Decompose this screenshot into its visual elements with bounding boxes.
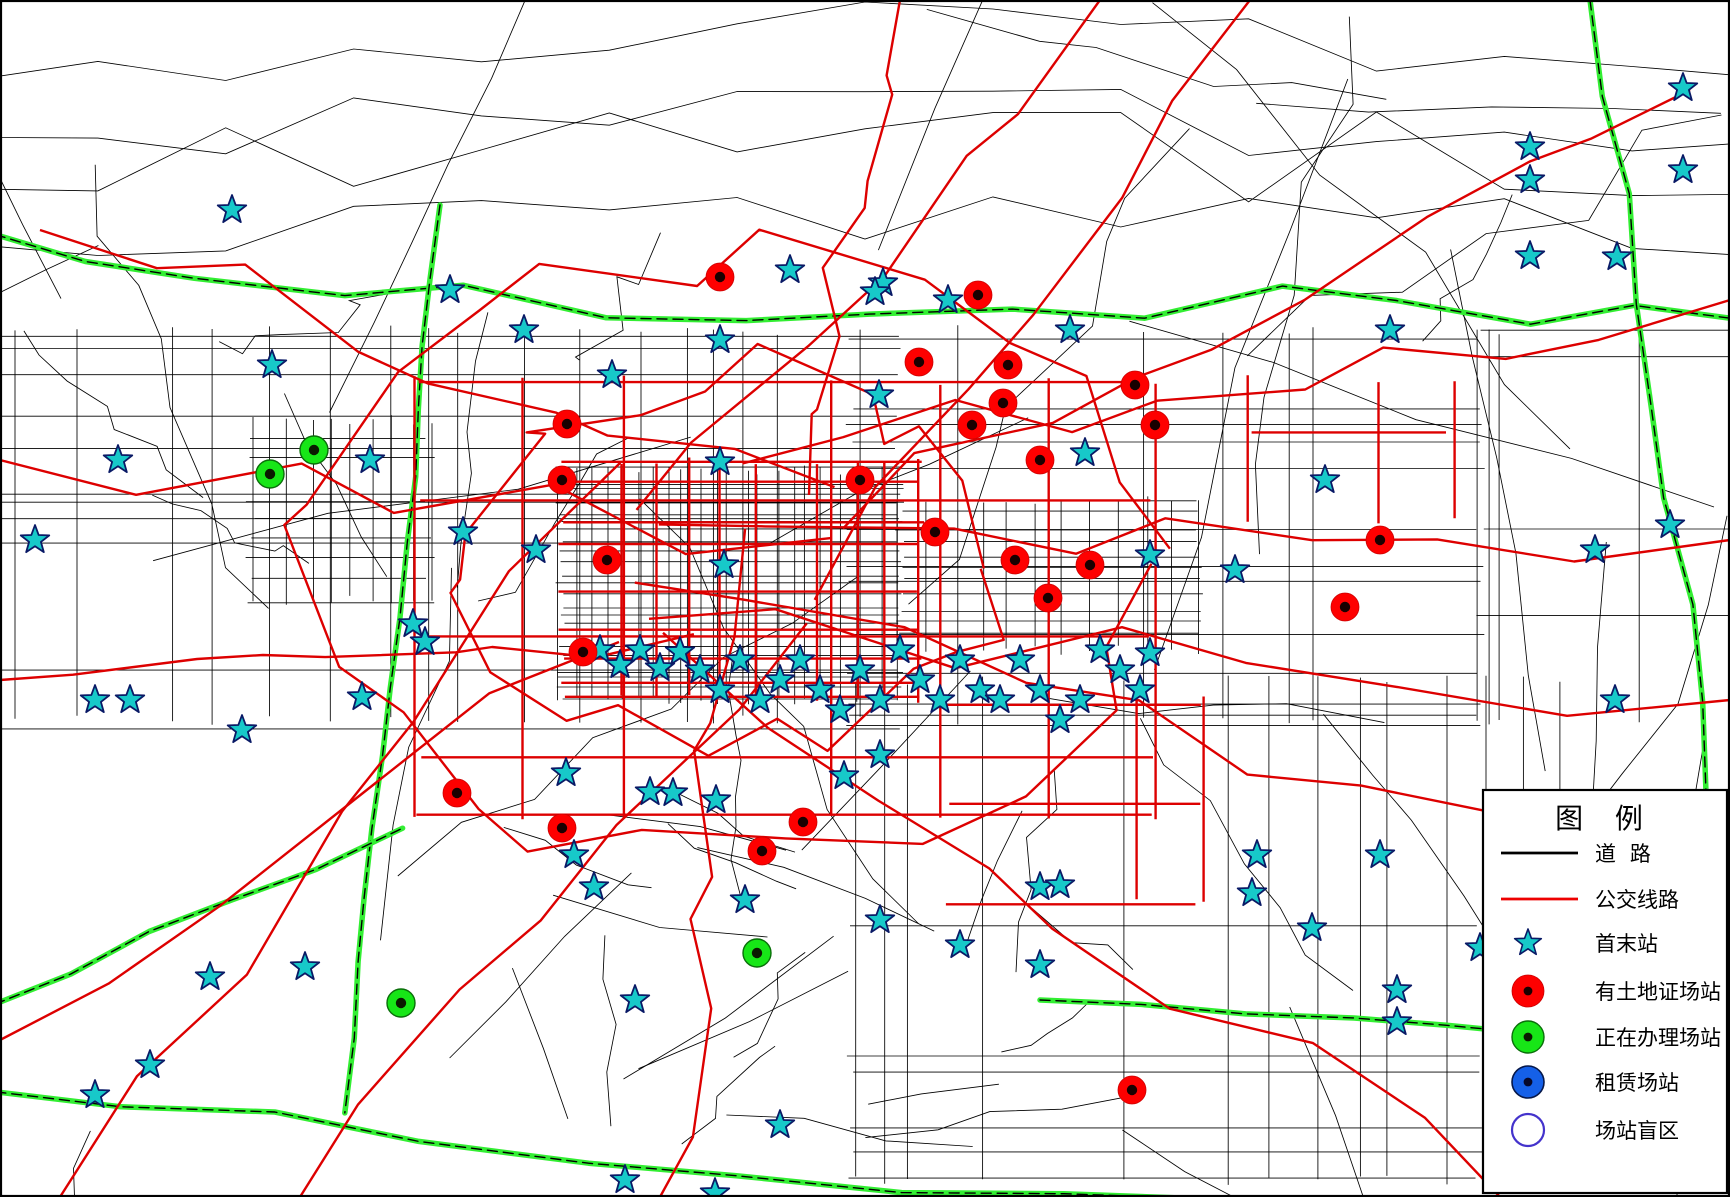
svg-text:正在办理场站: 正在办理场站 <box>1595 1027 1721 1050</box>
svg-text:道 路: 道 路 <box>1595 843 1655 866</box>
svg-text:场站盲区: 场站盲区 <box>1595 1120 1679 1143</box>
svg-text:公交线路: 公交线路 <box>1595 889 1679 912</box>
svg-text:图 例: 图 例 <box>1555 803 1655 834</box>
svg-text:有土地证场站: 有土地证场站 <box>1595 981 1721 1004</box>
svg-text:首末站: 首末站 <box>1595 933 1658 956</box>
svg-text:租赁场站: 租赁场站 <box>1595 1072 1679 1095</box>
